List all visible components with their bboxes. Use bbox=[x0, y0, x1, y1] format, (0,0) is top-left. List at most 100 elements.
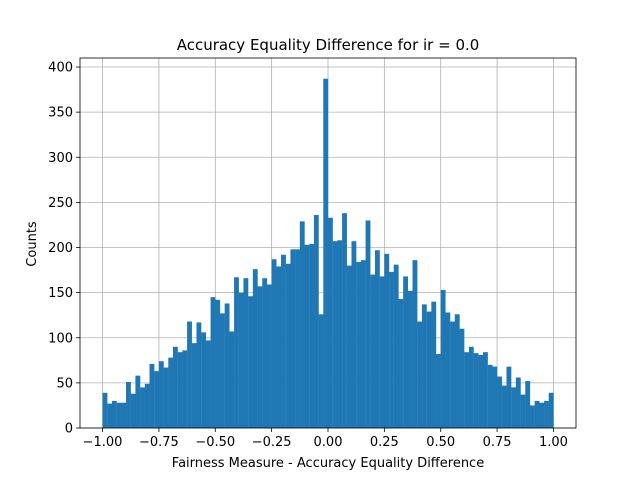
x-tick-label: 0.50 bbox=[426, 435, 455, 450]
histogram-bar bbox=[309, 243, 315, 428]
histogram-bar bbox=[144, 383, 150, 428]
histogram-bar bbox=[398, 298, 404, 428]
histogram-bar bbox=[483, 352, 488, 428]
histogram-bar bbox=[168, 357, 174, 428]
histogram-bar bbox=[177, 352, 183, 428]
histogram-bar bbox=[506, 366, 512, 428]
y-tick-label: 250 bbox=[48, 196, 73, 211]
histogram-bar bbox=[201, 332, 207, 428]
histogram-bar bbox=[107, 403, 113, 428]
histogram-bar bbox=[393, 264, 399, 428]
histogram-bar bbox=[266, 284, 272, 428]
histogram-bar bbox=[384, 253, 390, 428]
histogram-bar bbox=[252, 269, 258, 428]
histogram-bar bbox=[342, 213, 347, 428]
histogram-bar bbox=[487, 364, 493, 428]
histogram-bar bbox=[445, 312, 451, 428]
histogram-bar bbox=[102, 392, 108, 428]
histogram-bar bbox=[257, 286, 263, 428]
histogram-bar bbox=[497, 376, 502, 428]
histogram-bar bbox=[210, 297, 216, 428]
y-tick-label: 0 bbox=[65, 422, 73, 437]
histogram-bar bbox=[478, 354, 484, 428]
histogram-bar bbox=[407, 290, 413, 428]
y-axis-label: Counts bbox=[25, 221, 40, 267]
histogram-bar bbox=[464, 352, 470, 428]
histogram-bar bbox=[323, 78, 329, 428]
histogram-bars bbox=[102, 78, 554, 428]
x-tick-label: 0.25 bbox=[370, 435, 399, 450]
histogram-bar bbox=[515, 377, 521, 428]
histogram-bar bbox=[281, 254, 286, 428]
histogram-bar bbox=[173, 346, 178, 428]
histogram-bar bbox=[468, 346, 474, 428]
y-tick-label: 400 bbox=[48, 61, 73, 76]
histogram-bar bbox=[417, 321, 423, 428]
histogram-bar bbox=[215, 299, 221, 428]
histogram-bar bbox=[492, 366, 498, 428]
histogram-bar bbox=[262, 278, 268, 428]
histogram-bar bbox=[501, 385, 507, 428]
y-tick-label: 150 bbox=[48, 286, 73, 301]
histogram-bar bbox=[346, 265, 352, 428]
histogram-bar bbox=[243, 278, 249, 428]
histogram-bar bbox=[224, 303, 230, 428]
histogram-bar bbox=[290, 249, 296, 428]
histogram-bar bbox=[403, 276, 408, 428]
histogram-bar bbox=[360, 260, 366, 428]
histogram-bar bbox=[205, 340, 211, 428]
histogram-bar bbox=[539, 402, 545, 428]
histogram-bar bbox=[525, 381, 531, 428]
histogram-bar bbox=[191, 343, 197, 428]
histogram-bar bbox=[365, 220, 371, 428]
histogram-bar bbox=[130, 393, 136, 428]
histogram-bar bbox=[318, 314, 324, 428]
y-axis-ticks: 0 50 100 150 200 250 300 350 400 bbox=[48, 61, 80, 437]
x-tick-label: 1.00 bbox=[539, 435, 568, 450]
x-tick-label: 0.75 bbox=[483, 435, 512, 450]
x-axis-label: Fairness Measure - Accuracy Equality Dif… bbox=[172, 456, 484, 471]
histogram-bar bbox=[454, 314, 460, 428]
histogram-bar bbox=[534, 400, 540, 428]
histogram-bar bbox=[271, 259, 277, 428]
histogram-bar bbox=[426, 311, 432, 428]
histogram-bar bbox=[196, 322, 202, 428]
histogram-bar bbox=[351, 241, 357, 428]
histogram-bar bbox=[389, 271, 394, 428]
x-axis-ticks: −1.00 −0.75 −0.50 −0.25 0.00 0.25 0.50 0.75 1.00 bbox=[83, 428, 568, 450]
histogram-bar bbox=[529, 405, 535, 428]
histogram-bar bbox=[295, 249, 300, 428]
histogram-bar bbox=[116, 402, 122, 428]
histogram-bar bbox=[313, 215, 319, 428]
x-tick-label: −0.75 bbox=[139, 435, 179, 450]
histogram-bar bbox=[511, 387, 517, 428]
histogram-bar bbox=[328, 217, 333, 428]
histogram-bar bbox=[412, 260, 418, 428]
x-tick-label: 0.00 bbox=[314, 435, 343, 450]
y-tick-label: 200 bbox=[48, 241, 73, 256]
histogram-bar bbox=[436, 354, 441, 428]
histogram-bar bbox=[520, 394, 526, 428]
histogram-bar bbox=[248, 296, 253, 428]
histogram-bar bbox=[374, 250, 380, 428]
histogram-bar bbox=[158, 361, 164, 428]
histogram-bar bbox=[238, 292, 244, 428]
histogram-bar bbox=[459, 328, 465, 428]
y-tick-label: 300 bbox=[48, 151, 73, 166]
y-tick-label: 50 bbox=[56, 376, 73, 391]
histogram-bar bbox=[450, 321, 455, 428]
histogram-bar bbox=[544, 400, 549, 428]
histogram-bar bbox=[299, 221, 305, 428]
histogram-bar bbox=[219, 313, 225, 428]
histogram-bar bbox=[473, 353, 479, 428]
histogram-bar bbox=[379, 276, 385, 428]
histogram-bar bbox=[285, 263, 291, 428]
histogram-bar bbox=[370, 274, 376, 428]
y-tick-label: 350 bbox=[48, 106, 73, 121]
histogram-bar bbox=[163, 367, 169, 428]
histogram-bar bbox=[182, 350, 188, 428]
histogram-bar bbox=[234, 277, 239, 428]
histogram-bar bbox=[548, 392, 554, 428]
chart-title: Accuracy Equality Difference for ir = 0.… bbox=[177, 36, 480, 54]
